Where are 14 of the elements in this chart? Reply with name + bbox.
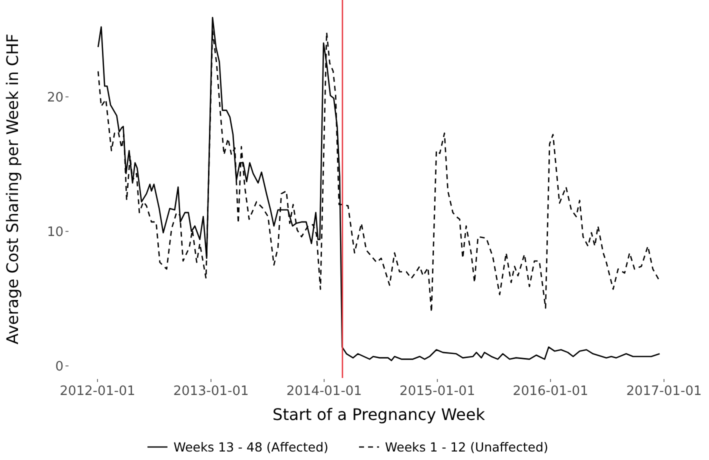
y-tick-label: 20	[46, 90, 64, 106]
x-tick-label: 2017-01-01	[626, 384, 702, 399]
legend-label: Weeks 1 - 12 (Unaffected)	[385, 439, 548, 454]
x-tick-label: 2012-01-01	[60, 384, 136, 399]
y-axis-title: Average Cost Sharing per Week in CHF	[3, 34, 22, 344]
line-series	[97, 16, 660, 362]
x-tick-label: 2014-01-01	[286, 384, 362, 399]
y-tick-label: 10	[46, 224, 64, 240]
legend-label: Weeks 13 - 48 (Affected)	[173, 439, 328, 454]
y-tick-label: 0	[55, 359, 64, 374]
x-tick-label: 2013-01-01	[173, 384, 249, 399]
x-tick-label: 2015-01-01	[400, 384, 476, 399]
x-axis-title: Start of a Pregnancy Week	[272, 405, 486, 424]
x-tick-label: 2016-01-01	[512, 384, 588, 399]
